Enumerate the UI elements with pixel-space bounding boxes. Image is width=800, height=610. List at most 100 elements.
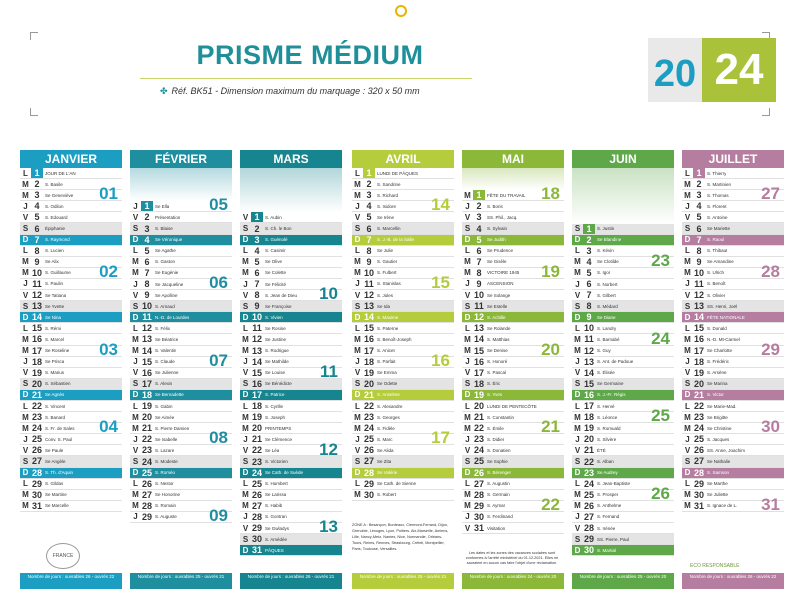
weekday-letter: D <box>132 390 139 400</box>
weekday-letter: L <box>685 323 690 333</box>
day-row: M 4 Se Clotilde <box>572 257 674 268</box>
day-number: 25 <box>473 456 484 467</box>
saint-name: Se Charlotte <box>707 348 733 354</box>
day-row: M 27 Se Honorine <box>130 490 232 501</box>
day-row: D 28 S. Th. d'Aquin <box>20 467 122 479</box>
weekday-letter: M <box>132 334 139 344</box>
day-number: 6 <box>696 223 702 234</box>
saint-name: S. Gildas <box>45 481 64 487</box>
day-row: S 20 S. Sébastien <box>20 378 122 390</box>
saint-name: FÊTE NATIONALE <box>707 314 745 320</box>
weekday-letter: D <box>574 312 581 322</box>
school-zones-note: ZONE A : Besançon, Bordeaux, Clermont-Fe… <box>352 523 449 551</box>
day-number: 14 <box>31 312 42 323</box>
day-number: 6 <box>34 223 40 234</box>
day-number: 21 <box>141 423 152 434</box>
day-number: 20 <box>473 401 484 412</box>
weekday-letter: S <box>132 379 139 389</box>
weekday-letter: J <box>685 357 690 367</box>
day-number: 21 <box>473 412 484 423</box>
weekday-letter: M <box>132 257 139 267</box>
saint-name: S. Aubin <box>265 214 282 220</box>
day-number: 20 <box>251 423 262 434</box>
day-row: V 28 S. Irénée <box>572 523 674 535</box>
weekday-letter: J <box>243 434 248 444</box>
day-number: 7 <box>144 267 150 278</box>
day-number: 4 <box>476 223 482 234</box>
day-number: 26 <box>473 467 484 478</box>
month-header: FÉVRIER <box>130 150 232 168</box>
day-number: 26 <box>693 445 704 456</box>
saint-name: Se Amandine <box>707 259 734 265</box>
saint-name: S. Achille <box>487 314 506 320</box>
saint-name: S. Gautier <box>377 259 398 265</box>
week-number: 31 <box>761 495 780 514</box>
weekday-letter: M <box>22 490 29 500</box>
weekday-letter: M <box>464 412 471 422</box>
day-number: 23 <box>363 412 374 423</box>
saint-name: S. Edouard <box>45 214 68 220</box>
weekday-letter: L <box>465 401 470 411</box>
day-row: D 7 S. Raymond <box>20 234 122 246</box>
saint-name: Se Geneviève <box>45 192 74 198</box>
day-number: 16 <box>251 378 262 389</box>
day-number: 1 <box>363 168 375 179</box>
saint-name: Se Clotilde <box>597 259 619 265</box>
saint-name: Se Léa <box>265 447 280 453</box>
saint-name: S. Banard <box>45 414 66 420</box>
saint-name: Se Gwladys <box>265 525 290 531</box>
week-number: 13 <box>319 517 338 537</box>
day-number: 18 <box>473 378 484 389</box>
weekday-letter: M <box>242 334 249 344</box>
day-row: L 29 S. Gildas <box>20 479 122 490</box>
day-number: 6 <box>476 245 482 256</box>
day-row: L 25 S. Humbert <box>240 479 342 490</box>
weekday-letter: J <box>575 512 580 522</box>
day-row: L 22 Se Marie-Mad. <box>682 401 784 413</box>
day-number: 11 <box>584 334 594 345</box>
weekday-letter: L <box>355 401 360 411</box>
day-number: 26 <box>141 478 152 489</box>
weekday-letter: L <box>465 479 470 489</box>
day-number: 27 <box>693 456 704 467</box>
weekday-letter: M <box>132 346 139 356</box>
weekday-letter: M <box>464 257 471 267</box>
weekday-letter: M <box>684 423 691 433</box>
day-number: 17 <box>251 389 262 400</box>
saint-name: Se Isabelle <box>155 436 178 442</box>
day-number: 15 <box>583 378 594 389</box>
weekday-letter: M <box>354 179 361 189</box>
day-row: M 1 FÊTE DU TRAVAIL <box>462 190 564 202</box>
day-number: 27 <box>251 500 262 511</box>
month-gradient <box>130 168 232 202</box>
day-number: 25 <box>141 467 152 478</box>
month-footer: Nombre de jours : ouvrables 24 - ouvrés … <box>462 573 564 589</box>
day-row: J 2 S. Boris <box>462 201 564 213</box>
weekday-letter: L <box>465 246 470 256</box>
saint-name: S. Constantin <box>487 414 515 420</box>
day-number: 7 <box>366 234 372 245</box>
saint-name: S. Lazare <box>155 447 175 453</box>
month-days: J 1 Se Ella V 2 Présentation S 3 S. Blaise D 4 Se V… <box>130 168 232 525</box>
weekday-letter: M <box>22 412 29 422</box>
day-row: J 9 ASCENSION <box>462 279 564 291</box>
saint-name: S. Blaise <box>155 226 173 232</box>
day-row: M 15 Se Denise <box>462 346 564 357</box>
weekday-letter: M <box>464 268 471 278</box>
day-row: D 12 S. Achille <box>462 312 564 324</box>
day-number: 11 <box>694 278 704 289</box>
day-number: 25 <box>363 434 374 445</box>
day-row: D 16 S. J.-Fr. Régis <box>572 389 674 401</box>
day-number: 20 <box>363 378 374 389</box>
weekday-letter: L <box>685 246 690 256</box>
saint-name: Épiphanie <box>45 226 66 232</box>
saint-name: S. Gaston <box>155 259 176 265</box>
day-number: 5 <box>366 212 372 223</box>
month-gradient <box>240 168 342 213</box>
saint-name: Visitation <box>487 525 506 531</box>
day-number: 31 <box>693 500 704 511</box>
day-number: 13 <box>363 301 374 312</box>
weekday-letter: D <box>132 312 139 322</box>
day-number: 23 <box>141 445 152 456</box>
day-row: L 1 LUNDI DE PÂQUES <box>352 168 454 180</box>
